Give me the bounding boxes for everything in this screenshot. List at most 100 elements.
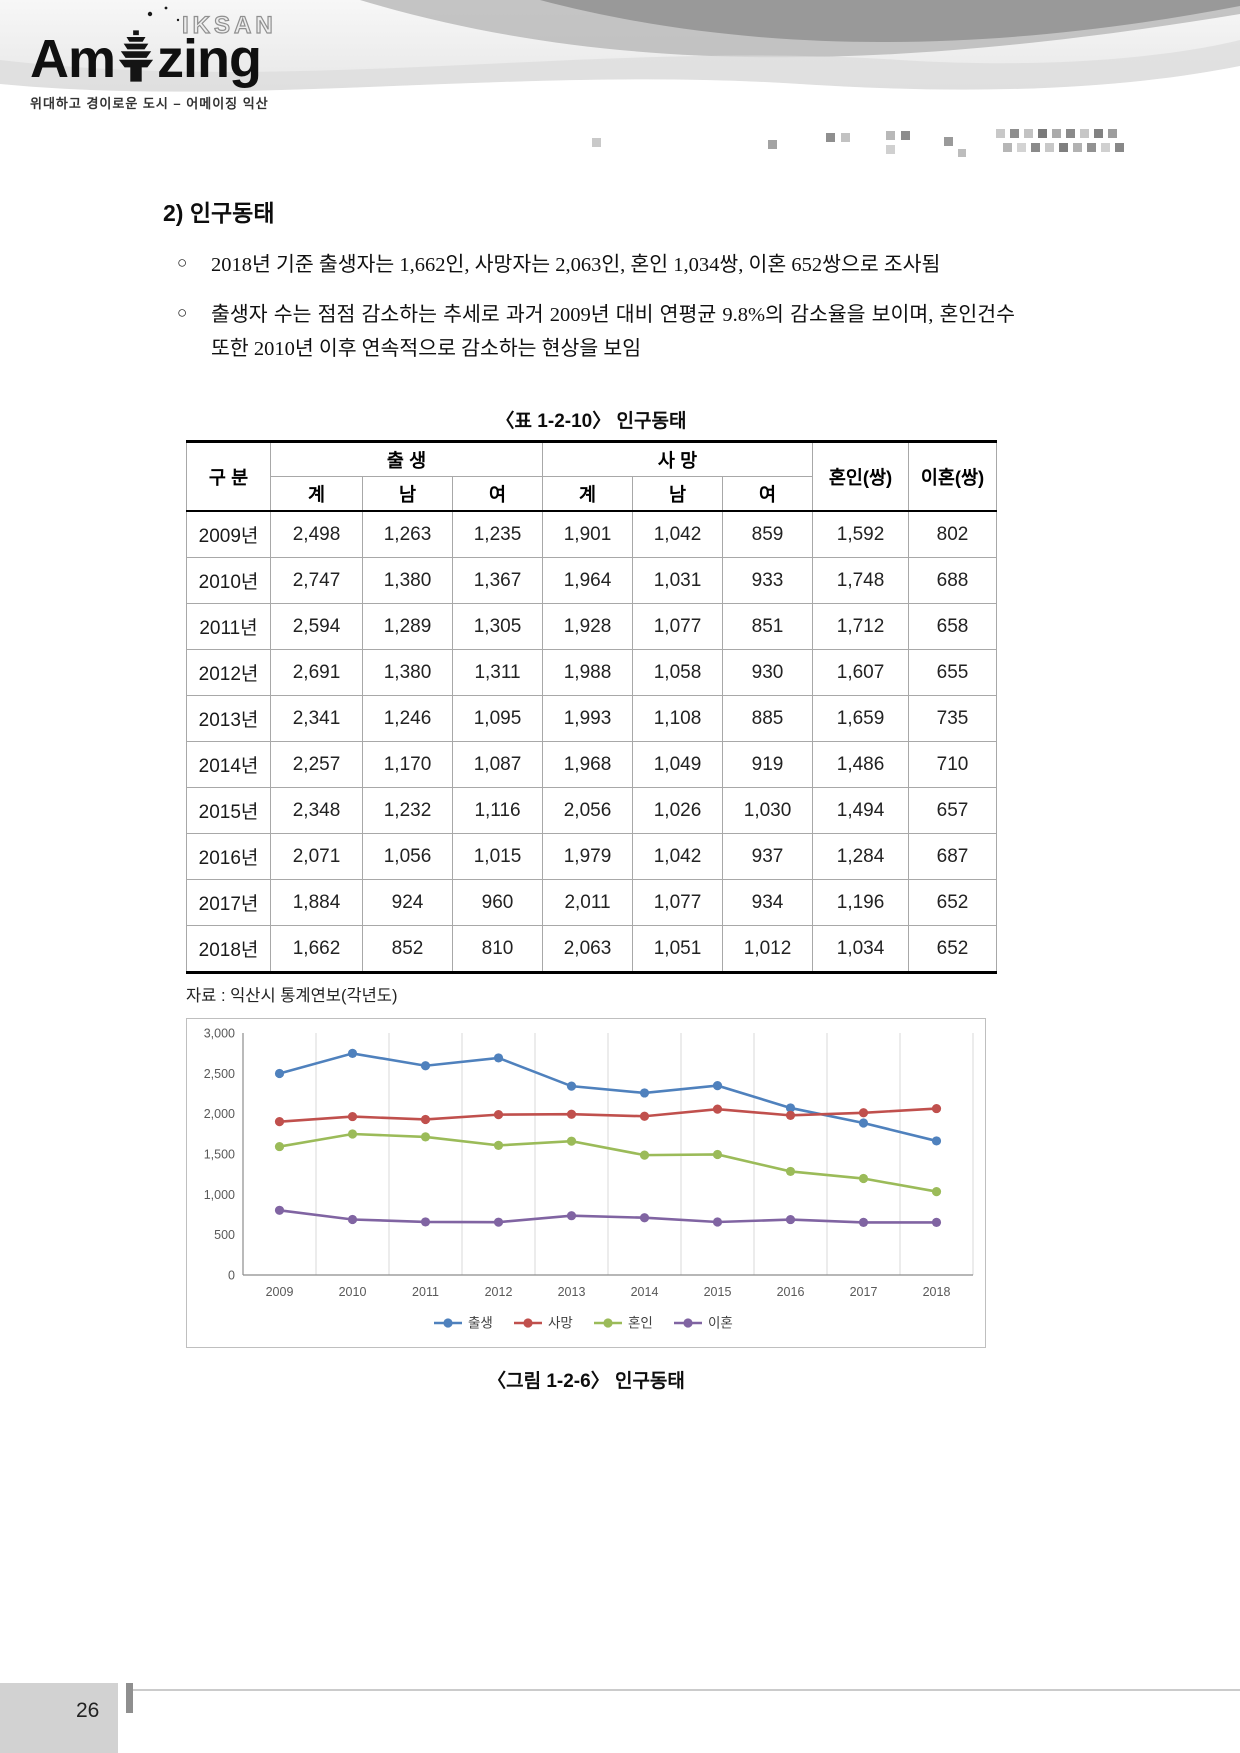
section-population-dynamics: 2) 인구동태 ○ 2018년 기준 출생자는 1,662인, 사망자는 2,0…: [163, 194, 1015, 382]
table-cell: 1,380: [362, 557, 453, 604]
table-cell: 934: [722, 879, 814, 926]
svg-text:2009: 2009: [266, 1285, 294, 1299]
table-cell: 1,232: [362, 787, 453, 834]
table-cell: 658: [908, 603, 998, 650]
table-cell: 937: [722, 833, 814, 880]
table-source-note: 자료 : 익산시 통계연보(각년도): [186, 987, 398, 1005]
table-cell: 1,988: [542, 649, 634, 696]
population-table-section: 〈표 1-2-10〉 인구동태 구 분 출 생 사 망 혼인(쌍) 이혼(쌍) …: [186, 406, 998, 1006]
bullet-item: ○ 출생자 수는 점점 감소하는 추세로 과거 2009년 대비 연평균 9.8…: [177, 298, 1015, 366]
row-year: 2010년: [186, 557, 271, 604]
table-cell: 1,030: [722, 787, 814, 834]
table-cell: 1,116: [451, 787, 544, 834]
logo-word-left: Am: [30, 29, 116, 89]
footer-tick-mark: [126, 1683, 133, 1713]
bullet-item: ○ 2018년 기준 출생자는 1,662인, 사망자는 2,063인, 혼인 …: [177, 248, 1015, 282]
svg-text:2010: 2010: [339, 1285, 367, 1299]
row-year: 2011년: [186, 603, 271, 650]
table-cell: 1,077: [632, 603, 724, 650]
table-cell: 2,063: [542, 925, 634, 973]
table-cell: 1,305: [451, 603, 544, 650]
table-cell: 1,108: [632, 695, 724, 742]
table-cell: 859: [722, 510, 814, 558]
table-cell: 1,592: [812, 510, 910, 558]
table-cell: 1,284: [812, 833, 910, 880]
row-year: 2012년: [186, 649, 271, 696]
table-cell: 885: [722, 695, 814, 742]
table-cell: 2,691: [270, 649, 363, 696]
table-cell: 655: [908, 649, 998, 696]
section-heading: 2) 인구동태: [163, 200, 275, 226]
table-cell: 1,246: [362, 695, 453, 742]
table-cell: 1,884: [270, 879, 363, 926]
table-cell: 1,311: [451, 649, 544, 696]
table-cell: 688: [908, 557, 998, 604]
population-trend-chart: 0 500 1,000 1,500 2,000 2,500 3,000 2009 2010 201…: [204, 1027, 974, 1331]
pagoda-icon: [118, 30, 154, 82]
col-header-marriage: 혼인(쌍): [812, 441, 910, 512]
svg-text:2013: 2013: [558, 1285, 586, 1299]
table-cell: 2,341: [270, 695, 363, 742]
table-cell: 1,380: [362, 649, 453, 696]
col-header-death: 사 망: [542, 441, 814, 477]
table-cell: 2,348: [270, 787, 363, 834]
bullet-text: 출생자 수는 점점 감소하는 추세로 과거 2009년 대비 연평균 9.8%의…: [211, 304, 1015, 361]
table-cell: 1,015: [451, 833, 544, 880]
svg-text:0: 0: [228, 1269, 235, 1283]
row-year: 2017년: [186, 879, 271, 926]
table-cell: 1,034: [812, 925, 910, 973]
table-cell: 1,901: [542, 510, 634, 558]
svg-text:출생: 출생: [468, 1316, 493, 1331]
table-cell: 1,367: [451, 557, 544, 604]
table-cell: 1,170: [362, 741, 453, 788]
footer-rule: [133, 1689, 1240, 1691]
row-year: 2015년: [186, 787, 271, 834]
table-cell: 1,263: [362, 510, 453, 558]
table-cell: 1,979: [542, 833, 634, 880]
svg-text:3,000: 3,000: [204, 1027, 235, 1041]
col-subheader: 여: [722, 476, 814, 512]
table-cell: 1,486: [812, 741, 910, 788]
table-row: 2018년 1,662 852 810 2,063 1,051 1,012 1,034 652: [186, 925, 998, 973]
row-year: 2018년: [186, 925, 271, 973]
svg-text:이혼: 이혼: [708, 1316, 733, 1331]
row-year: 2013년: [186, 695, 271, 742]
col-header-birth: 출 생: [269, 441, 544, 477]
table-cell: 1,095: [451, 695, 544, 742]
table-cell: 2,594: [270, 603, 363, 650]
table-cell: 710: [908, 741, 998, 788]
table-cell: 1,012: [722, 925, 814, 973]
table-cell: 1,968: [542, 741, 634, 788]
table-cell: 735: [908, 695, 998, 742]
table-cell: 1,026: [632, 787, 724, 834]
col-subheader: 계: [542, 476, 634, 512]
table-cell: 2,071: [270, 833, 363, 880]
svg-text:1,500: 1,500: [204, 1148, 235, 1162]
col-header-divorce: 이혼(쌍): [908, 441, 998, 512]
table-cell: 919: [722, 741, 814, 788]
svg-text:500: 500: [214, 1228, 235, 1242]
table-cell: 657: [908, 787, 998, 834]
table-cell: 1,087: [451, 741, 544, 788]
table-row: 2011년 2,594 1,289 1,305 1,928 1,077 851 1,712 65…: [186, 603, 998, 650]
table-cell: 2,257: [270, 741, 363, 788]
table-cell: 1,494: [812, 787, 910, 834]
table-cell: 1,051: [632, 925, 724, 973]
svg-text:2014: 2014: [631, 1285, 659, 1299]
header-banner-graphic: [0, 0, 1240, 160]
table-cell: 652: [908, 879, 998, 926]
col-subheader: 여: [451, 476, 544, 512]
table-cell: 1,607: [812, 649, 910, 696]
footer-page-block: [0, 1683, 118, 1753]
row-year: 2009년: [186, 510, 271, 558]
logo-tagline: 위대하고 경이로운 도시 – 어메이징 익산: [30, 96, 269, 111]
table-title: 〈표 1-2-10〉 인구동태: [495, 411, 687, 432]
bullet-marker-icon: ○: [177, 303, 188, 323]
figure-caption: 〈그림 1-2-6〉 인구동태: [487, 1371, 685, 1392]
table-cell: 852: [362, 925, 453, 973]
row-year: 2014년: [186, 741, 271, 788]
table-cell: 1,058: [632, 649, 724, 696]
page-number: 26: [76, 1699, 100, 1722]
